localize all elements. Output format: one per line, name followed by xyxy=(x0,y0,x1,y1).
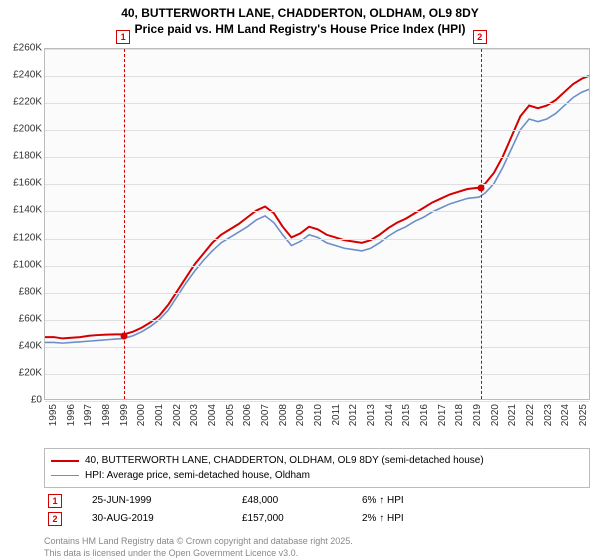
sale-diff: 6% ↑ HPI xyxy=(362,492,452,510)
x-tick-label: 2014 xyxy=(384,404,395,426)
y-tick-label: £80K xyxy=(2,286,42,297)
marker-line-1 xyxy=(124,49,125,399)
sale-price: £48,000 xyxy=(242,492,332,510)
gridline-h xyxy=(45,130,589,131)
plot-area xyxy=(44,48,590,400)
footer-attribution: Contains HM Land Registry data © Crown c… xyxy=(44,536,353,559)
x-tick-label: 2000 xyxy=(136,404,147,426)
sale-row-2: 2 30-AUG-2019 £157,000 2% ↑ HPI xyxy=(46,510,588,528)
y-tick-label: £260K xyxy=(2,43,42,54)
y-tick-label: £200K xyxy=(2,124,42,135)
chart-title: 40, BUTTERWORTH LANE, CHADDERTON, OLDHAM… xyxy=(0,0,600,37)
marker-line-2 xyxy=(481,49,482,399)
x-tick-label: 1998 xyxy=(101,404,112,426)
legend-swatch xyxy=(51,460,79,462)
x-tick-label: 1996 xyxy=(66,404,77,426)
series-hpi xyxy=(45,89,589,343)
x-tick-label: 2005 xyxy=(225,404,236,426)
x-tick-label: 2024 xyxy=(560,404,571,426)
gridline-h xyxy=(45,49,589,50)
title-line-2: Price paid vs. HM Land Registry's House … xyxy=(0,22,600,38)
x-tick-label: 2007 xyxy=(260,404,271,426)
gridline-h xyxy=(45,401,589,402)
x-tick-label: 2002 xyxy=(172,404,183,426)
marker-badge-2: 2 xyxy=(473,30,487,44)
y-tick-label: £180K xyxy=(2,151,42,162)
y-tick-label: £60K xyxy=(2,313,42,324)
x-tick-label: 2023 xyxy=(543,404,554,426)
sales-box: 1 25-JUN-1999 £48,000 6% ↑ HPI 2 30-AUG-2019 £… xyxy=(44,490,590,530)
x-tick-label: 2019 xyxy=(472,404,483,426)
x-tick-label: 2006 xyxy=(242,404,253,426)
y-tick-label: £240K xyxy=(2,70,42,81)
y-tick-label: £140K xyxy=(2,205,42,216)
x-tick-label: 2017 xyxy=(437,404,448,426)
gridline-h xyxy=(45,374,589,375)
x-tick-label: 2025 xyxy=(578,404,589,426)
gridline-h xyxy=(45,293,589,294)
gridline-h xyxy=(45,157,589,158)
x-tick-label: 2003 xyxy=(189,404,200,426)
y-tick-label: £160K xyxy=(2,178,42,189)
gridline-h xyxy=(45,103,589,104)
y-tick-label: £100K xyxy=(2,259,42,270)
sale-date: 30-AUG-2019 xyxy=(92,510,212,528)
legend-row-hpi: HPI: Average price, semi-detached house,… xyxy=(51,468,583,483)
x-tick-label: 1997 xyxy=(83,404,94,426)
x-tick-label: 2021 xyxy=(507,404,518,426)
gridline-h xyxy=(45,320,589,321)
sale-badge: 1 xyxy=(48,494,62,508)
x-tick-label: 2011 xyxy=(331,404,342,426)
y-tick-label: £120K xyxy=(2,232,42,243)
x-tick-label: 2010 xyxy=(313,404,324,426)
x-tick-label: 2001 xyxy=(154,404,165,426)
gridline-h xyxy=(45,76,589,77)
legend-label: HPI: Average price, semi-detached house,… xyxy=(85,468,310,483)
sale-row-1: 1 25-JUN-1999 £48,000 6% ↑ HPI xyxy=(46,492,588,510)
x-tick-label: 2016 xyxy=(419,404,430,426)
marker-dot-1 xyxy=(121,333,128,340)
marker-dot-2 xyxy=(477,185,484,192)
sale-date: 25-JUN-1999 xyxy=(92,492,212,510)
chart-container: 40, BUTTERWORTH LANE, CHADDERTON, OLDHAM… xyxy=(0,0,600,560)
x-tick-label: 2015 xyxy=(401,404,412,426)
legend-swatch xyxy=(51,475,79,477)
x-tick-label: 2022 xyxy=(525,404,536,426)
x-tick-label: 2012 xyxy=(348,404,359,426)
sale-diff: 2% ↑ HPI xyxy=(362,510,452,528)
x-tick-label: 1999 xyxy=(119,404,130,426)
y-tick-label: £40K xyxy=(2,340,42,351)
x-tick-label: 2020 xyxy=(490,404,501,426)
sale-price: £157,000 xyxy=(242,510,332,528)
gridline-h xyxy=(45,266,589,267)
gridline-h xyxy=(45,347,589,348)
x-tick-label: 2018 xyxy=(454,404,465,426)
gridline-h xyxy=(45,184,589,185)
x-tick-label: 2009 xyxy=(295,404,306,426)
gridline-h xyxy=(45,239,589,240)
marker-badge-1: 1 xyxy=(116,30,130,44)
gridline-h xyxy=(45,211,589,212)
x-tick-label: 1995 xyxy=(48,404,59,426)
legend-box: 40, BUTTERWORTH LANE, CHADDERTON, OLDHAM… xyxy=(44,448,590,488)
legend-label: 40, BUTTERWORTH LANE, CHADDERTON, OLDHAM… xyxy=(85,453,484,468)
legend-row-price_paid: 40, BUTTERWORTH LANE, CHADDERTON, OLDHAM… xyxy=(51,453,583,468)
x-tick-label: 2013 xyxy=(366,404,377,426)
y-tick-label: £220K xyxy=(2,97,42,108)
y-tick-label: £0 xyxy=(2,395,42,406)
footer-line-1: Contains HM Land Registry data © Crown c… xyxy=(44,536,353,548)
series-price_paid xyxy=(45,76,589,339)
x-tick-label: 2004 xyxy=(207,404,218,426)
y-tick-label: £20K xyxy=(2,367,42,378)
x-tick-label: 2008 xyxy=(278,404,289,426)
sale-badge: 2 xyxy=(48,512,62,526)
footer-line-2: This data is licensed under the Open Gov… xyxy=(44,548,353,560)
title-line-1: 40, BUTTERWORTH LANE, CHADDERTON, OLDHAM… xyxy=(0,6,600,22)
